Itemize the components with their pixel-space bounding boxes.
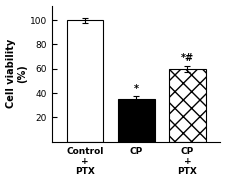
Bar xyxy=(66,20,103,142)
Bar xyxy=(117,99,154,142)
Bar xyxy=(169,69,205,142)
Y-axis label: Cell viability
(%): Cell viability (%) xyxy=(6,39,27,108)
Text: *#: *# xyxy=(180,53,193,63)
Text: *: * xyxy=(133,84,138,94)
